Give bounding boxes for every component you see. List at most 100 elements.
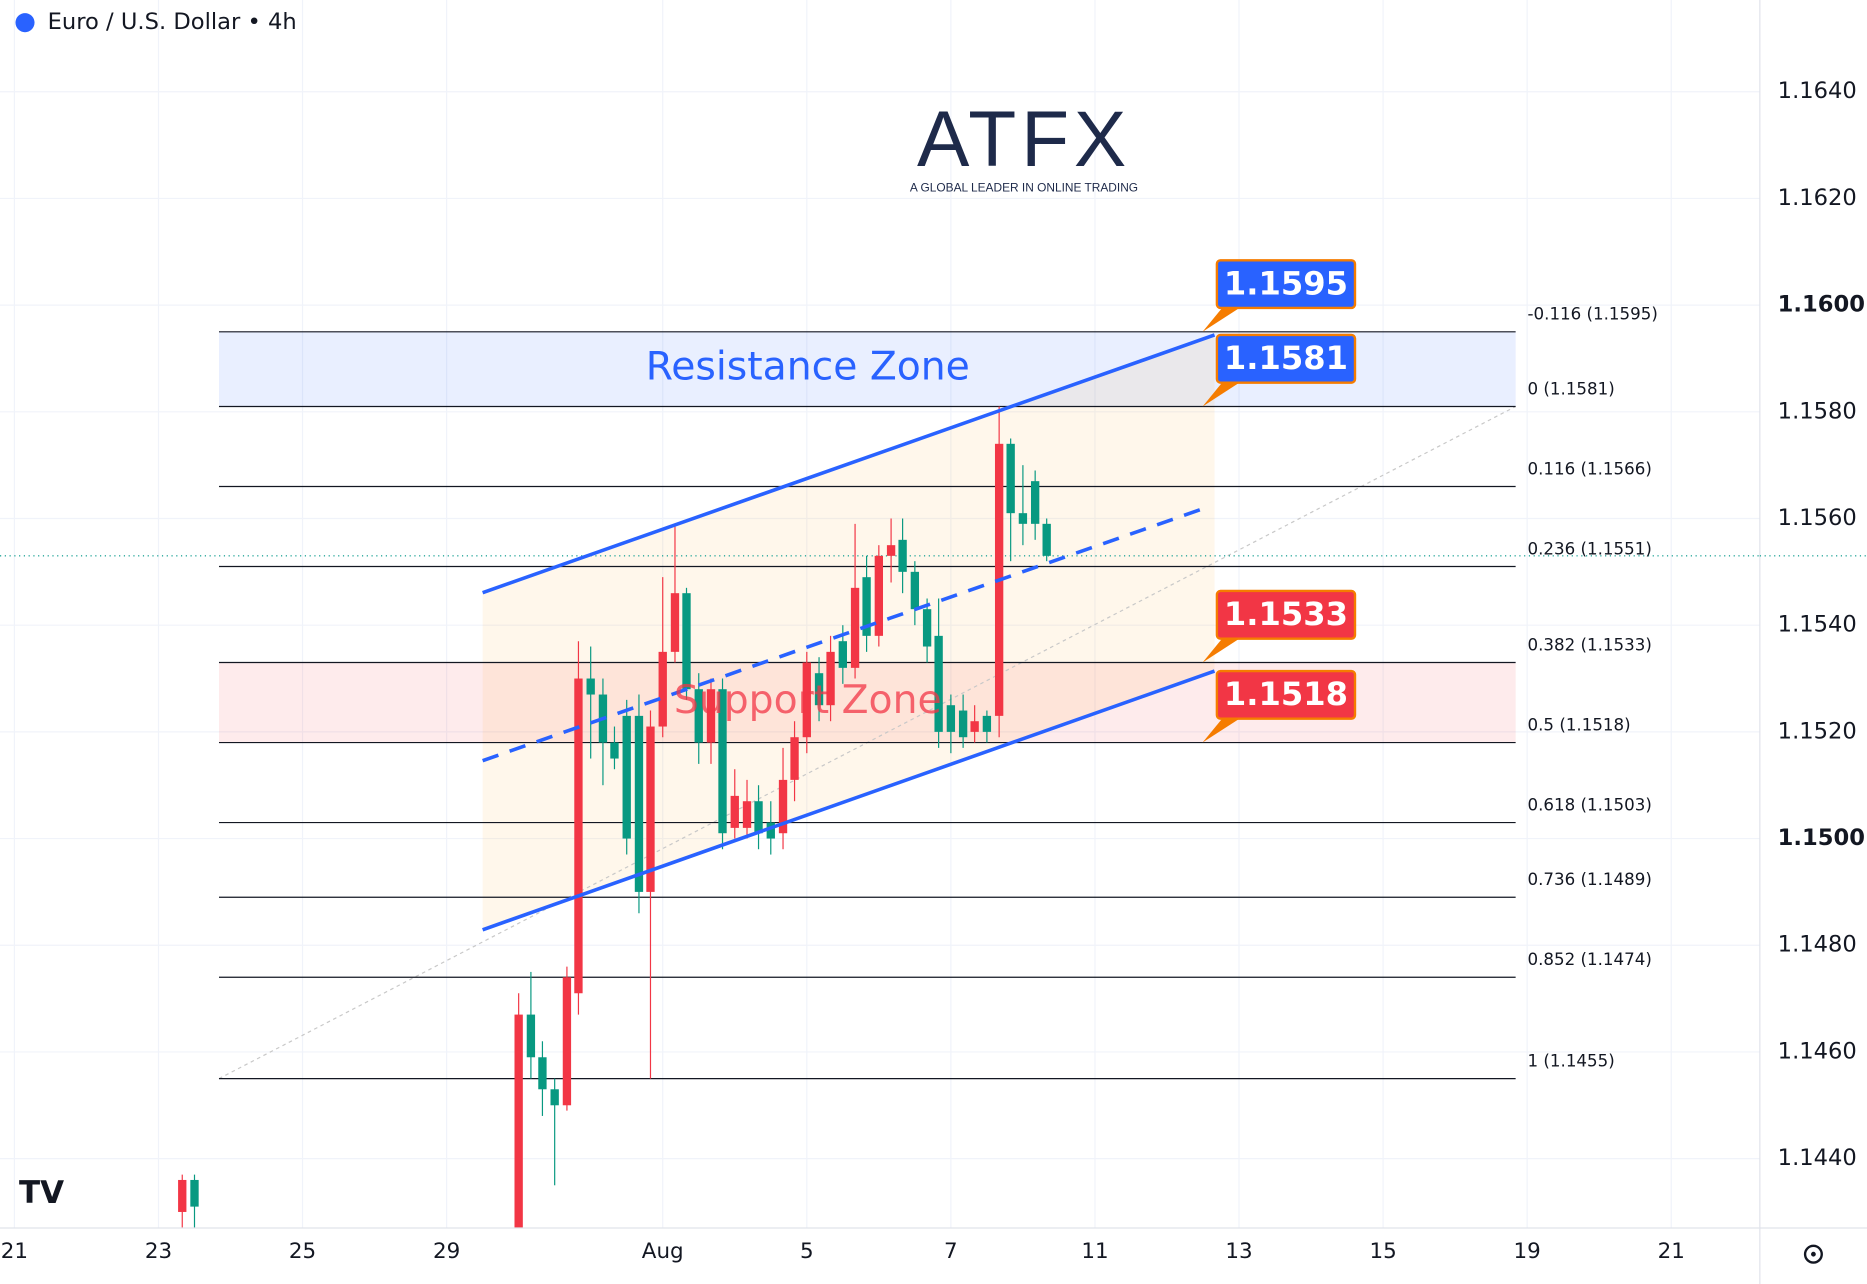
- callout-box: [1215, 589, 1357, 640]
- zone-label: Support Zone: [674, 678, 942, 723]
- y-tick-label: 1.1640: [1778, 78, 1857, 104]
- brand-tagline: A GLOBAL LEADER IN ONLINE TRADING: [910, 181, 1138, 195]
- candle-body: [634, 715, 644, 892]
- candle-body: [1042, 523, 1051, 556]
- candle-body: [862, 577, 871, 636]
- fib-label: 0.852 (1.1474): [1528, 950, 1652, 969]
- callout-pointer: [1202, 380, 1244, 407]
- callout-pointer: [1202, 305, 1244, 332]
- candle-body: [754, 801, 763, 834]
- candle-body: [802, 662, 811, 738]
- candle-body: [586, 678, 595, 695]
- x-tick-label: 5: [800, 1239, 814, 1264]
- x-tick-label: 25: [289, 1239, 316, 1264]
- callout-label: 1.1533: [1224, 595, 1348, 633]
- overlay: -0.116 (1.1595) 0 (1.1581) 0.116 (1.1566) 0…: [646, 259, 1658, 1070]
- candle-body: [658, 651, 667, 727]
- candle-body: [190, 1179, 199, 1207]
- candle-body: [814, 673, 824, 706]
- x-tick-label: 29: [433, 1239, 460, 1264]
- candle-body: [538, 1057, 547, 1090]
- y-tick-label: 1.1540: [1778, 612, 1857, 638]
- candle-body: [610, 742, 619, 759]
- candle-body: [730, 795, 739, 828]
- candle-body: [742, 801, 752, 828]
- candle-body: [970, 721, 979, 732]
- fib-label: 0.618 (1.1503): [1528, 795, 1652, 814]
- candle-body: [682, 593, 691, 690]
- candle-body: [718, 689, 727, 834]
- y-tick-label: 1.1580: [1778, 398, 1857, 424]
- candle-body: [1006, 443, 1015, 514]
- callout-box: [1215, 259, 1357, 310]
- callout-label: 1.1581: [1224, 339, 1348, 377]
- grid: [0, 0, 1760, 1228]
- candle-body: [826, 651, 835, 706]
- candle-body: [694, 689, 703, 743]
- settings-icon[interactable]: [1803, 1244, 1823, 1264]
- channel-line: [482, 333, 1216, 595]
- svg-text:TV: TV: [19, 1175, 64, 1211]
- candle-body: [838, 641, 847, 668]
- candle-body: [874, 555, 884, 636]
- x-tick-label: 7: [944, 1239, 958, 1264]
- fib-label: 0.736 (1.1489): [1528, 870, 1652, 889]
- candle-body: [178, 1179, 187, 1212]
- x-tick-label: 23: [145, 1239, 172, 1264]
- y-tick-label: 1.1500: [1778, 825, 1865, 851]
- y-tick-label: 1.1480: [1778, 932, 1857, 958]
- candle-body: [886, 545, 896, 556]
- candle-body: [850, 587, 860, 668]
- x-tick-label: Aug: [642, 1239, 684, 1264]
- candle-body: [514, 1014, 523, 1228]
- candle-body: [562, 977, 572, 1106]
- tv-logo: TV: [19, 1175, 64, 1211]
- fib-label: 0.382 (1.1533): [1528, 635, 1652, 654]
- x-tick-label: 13: [1225, 1239, 1252, 1264]
- callout-box: [1215, 333, 1357, 384]
- y-tick-label: 1.1440: [1778, 1145, 1857, 1171]
- candle-body: [898, 539, 907, 572]
- fib-label: 0 (1.1581): [1528, 379, 1615, 398]
- y-tick-label: 1.1460: [1778, 1038, 1857, 1064]
- candle-body: [934, 635, 943, 732]
- candle-body: [706, 689, 716, 743]
- x-tick-label: 19: [1514, 1239, 1541, 1264]
- candle-body: [670, 593, 680, 652]
- fib-label: 0.116 (1.1566): [1528, 459, 1652, 478]
- symbol-icon: [15, 13, 35, 33]
- x-tick-label: 11: [1081, 1239, 1108, 1264]
- x-tick-label: 21: [1658, 1239, 1685, 1264]
- candle-body: [766, 822, 775, 839]
- chart-title: Euro / U.S. Dollar • 4h: [48, 9, 297, 35]
- y-tick-label: 1.1520: [1778, 718, 1857, 744]
- candle-body: [790, 737, 799, 780]
- zone-label: Resistance Zone: [646, 345, 970, 390]
- fib-label: 0.5 (1.1518): [1528, 715, 1631, 734]
- candle-body: [646, 726, 655, 892]
- callout-label: 1.1595: [1224, 264, 1348, 302]
- y-tick-label: 1.1620: [1778, 185, 1857, 211]
- candle-body: [574, 678, 583, 994]
- channel-line: [482, 505, 1210, 763]
- fib-label: 0.236 (1.1551): [1528, 539, 1652, 558]
- fib-label: -0.116 (1.1595): [1528, 305, 1658, 324]
- candle-body: [910, 571, 920, 610]
- candle-body: [1018, 513, 1028, 524]
- brand-logo: ATFX: [917, 95, 1131, 183]
- fib-label: 1 (1.1455): [1528, 1051, 1615, 1070]
- x-tick-label: 15: [1369, 1239, 1396, 1264]
- candle-body: [550, 1089, 559, 1106]
- callout-box: [1215, 669, 1357, 720]
- candle-body: [778, 779, 788, 834]
- candle-body: [958, 710, 968, 738]
- callout-pointer: [1202, 716, 1244, 743]
- candle-body: [526, 1014, 536, 1058]
- x-tick-label: 21: [1, 1239, 28, 1264]
- candle-body: [982, 715, 992, 732]
- plot-area: [0, 331, 1760, 1228]
- candle-body: [622, 715, 631, 839]
